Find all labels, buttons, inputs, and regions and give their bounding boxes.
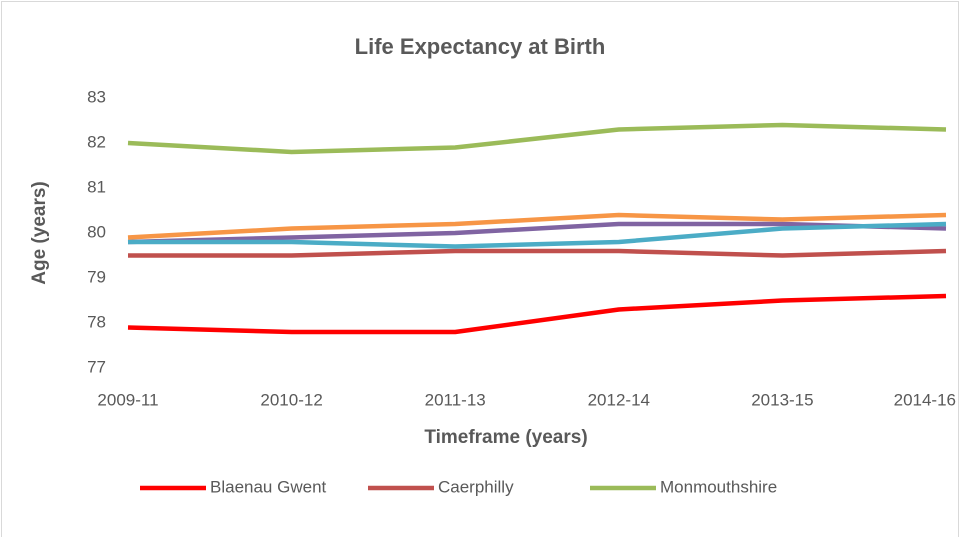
legend-label: Caerphilly [438, 477, 514, 496]
series-line [127, 293, 947, 335]
chart-title: Life Expectancy at Birth [355, 34, 606, 59]
x-tick-label: 2012-14 [588, 390, 650, 409]
y-tick-label: 78 [87, 312, 106, 331]
y-tick-label: 80 [87, 222, 106, 241]
x-tick-label: 2009-11 [97, 390, 158, 409]
y-tick-label: 79 [87, 267, 106, 286]
legend-label: Monmouthshire [660, 477, 777, 496]
series-line [128, 221, 947, 249]
x-tick-label: 2014-16 [894, 390, 956, 409]
series-line [127, 122, 947, 155]
series-line [128, 248, 947, 258]
series-line [127, 212, 947, 240]
y-tick-label: 81 [87, 177, 106, 196]
series-line [127, 221, 947, 245]
y-tick-label: 82 [87, 132, 106, 151]
y-tick-label: 83 [87, 87, 106, 106]
x-tick-label: 2010-12 [260, 390, 322, 409]
x-tick-label: 2011-13 [425, 390, 486, 409]
y-tick-label: 77 [87, 357, 106, 376]
x-tick-label: 2013-15 [751, 390, 813, 409]
x-axis-title: Timeframe (years) [424, 427, 587, 448]
y-axis-title: Age (years) [29, 181, 50, 285]
legend-label: Blaenau Gwent [210, 477, 327, 496]
